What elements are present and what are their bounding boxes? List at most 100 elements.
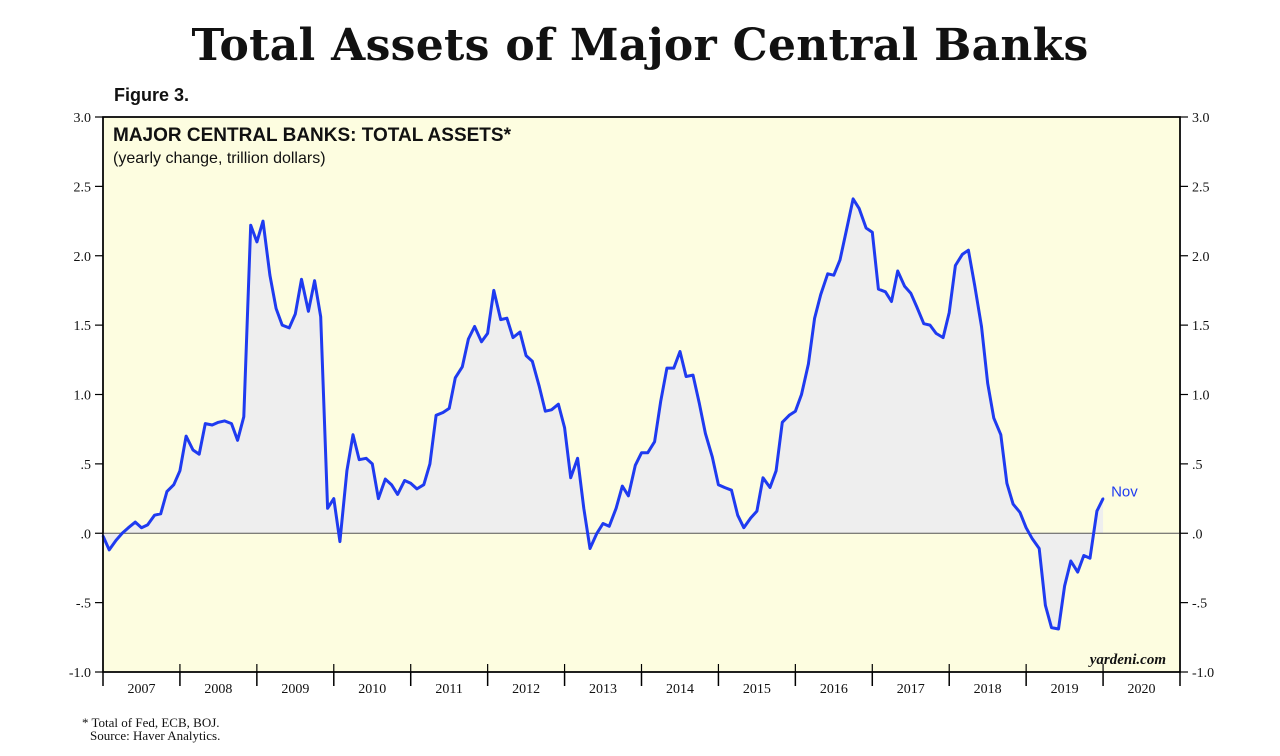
y-tick-label-left: -.5	[76, 597, 91, 612]
data-point	[711, 455, 714, 459]
data-point	[1063, 584, 1066, 588]
data-point	[409, 482, 412, 485]
y-tick-label-left: .0	[81, 527, 92, 542]
data-point	[999, 433, 1002, 436]
data-point	[415, 487, 419, 491]
data-point	[832, 274, 835, 277]
x-tick-label: 2019	[1051, 682, 1079, 697]
data-point	[300, 278, 303, 281]
y-tick-label-right: 1.0	[1192, 389, 1210, 404]
x-tick-label: 2017	[897, 682, 925, 697]
data-point	[499, 318, 502, 321]
data-point	[454, 376, 457, 379]
y-tick-label-left: 2.0	[74, 250, 92, 265]
data-point	[255, 240, 259, 244]
data-point	[678, 350, 682, 353]
data-point	[217, 421, 220, 424]
data-point	[230, 422, 233, 425]
data-point	[172, 483, 175, 486]
x-tick-label: 2011	[435, 682, 462, 697]
data-point	[742, 526, 745, 529]
data-point	[178, 469, 182, 472]
data-point	[134, 520, 137, 524]
data-point	[358, 458, 361, 461]
data-point	[480, 340, 483, 343]
data-point	[768, 486, 772, 489]
x-tick-label: 2012	[512, 682, 540, 697]
figure-label: Figure 3.	[114, 85, 189, 105]
data-point	[538, 385, 541, 388]
data-point	[441, 411, 445, 414]
x-tick-label: 2014	[666, 682, 694, 697]
y-tick-label-right: .5	[1192, 458, 1203, 473]
data-point	[261, 219, 265, 223]
data-point	[428, 462, 432, 466]
data-point	[127, 526, 130, 529]
data-point	[390, 483, 393, 486]
data-point	[717, 483, 720, 486]
data-point	[1018, 511, 1022, 514]
data-point	[627, 494, 630, 497]
x-tick-label: 2018	[974, 682, 1002, 697]
data-point	[1011, 502, 1015, 506]
data-point	[422, 483, 425, 486]
data-point	[1095, 509, 1099, 513]
y-tick-label-right: 1.5	[1192, 319, 1210, 334]
data-point	[582, 507, 585, 510]
data-point	[492, 289, 495, 292]
data-point	[1069, 559, 1073, 563]
data-point	[396, 493, 399, 496]
x-tick-label: 2009	[281, 682, 309, 697]
data-point	[851, 197, 855, 201]
data-point	[819, 293, 822, 296]
data-point	[665, 366, 669, 370]
y-tick-label-right: 2.0	[1192, 250, 1210, 265]
data-point	[909, 292, 912, 295]
y-tick-label-left: 1.0	[74, 389, 92, 404]
data-point	[614, 507, 618, 510]
x-tick-label: 2008	[204, 682, 232, 697]
data-point	[159, 512, 162, 515]
y-axis: 3.0 3.0 2.5 2.5 2.0 2.0 1.5 1.5 1.0 1.0 .5 .5 .0 .0 -.…	[69, 111, 1214, 681]
data-point	[473, 325, 476, 328]
footnote: * Total of Fed, ECB, BOJ. Source: Haver …	[82, 716, 220, 742]
y-tick-label-left: 3.0	[74, 111, 92, 126]
data-point	[294, 312, 297, 316]
data-point	[351, 433, 355, 436]
data-point	[338, 540, 342, 543]
data-point	[781, 421, 784, 424]
data-point	[108, 548, 111, 552]
data-point	[550, 408, 553, 411]
area-layer	[103, 198, 1104, 629]
data-point	[948, 311, 951, 314]
data-point	[967, 249, 970, 252]
y-tick-label-left: 2.5	[74, 180, 92, 195]
series-end-label: Nov	[1111, 484, 1138, 501]
data-point	[588, 547, 592, 550]
x-tick-label: 2013	[589, 682, 617, 697]
data-point	[198, 453, 201, 456]
data-point	[1101, 497, 1105, 500]
data-point	[1024, 526, 1028, 529]
data-point	[922, 322, 925, 325]
data-point	[434, 414, 438, 417]
data-point	[813, 317, 816, 320]
data-point	[242, 415, 245, 418]
data-point	[377, 497, 380, 500]
data-point	[268, 274, 272, 277]
data-point	[544, 410, 547, 413]
data-point	[691, 373, 695, 377]
y-tick-label-right: 3.0	[1192, 111, 1210, 126]
y-tick-label-right: 2.5	[1192, 180, 1210, 195]
data-point	[723, 486, 726, 489]
data-point	[569, 476, 572, 479]
line-layer	[101, 197, 1105, 631]
data-point	[146, 523, 149, 527]
data-point	[524, 354, 528, 357]
chart-subtitle: (yearly change, trillion dollars)	[113, 150, 326, 167]
chart-title: MAJOR CENTRAL BANKS: TOTAL ASSETS*	[113, 125, 512, 146]
data-point	[467, 337, 470, 341]
data-point	[608, 525, 611, 528]
data-point	[704, 432, 707, 435]
data-point	[1088, 557, 1092, 560]
